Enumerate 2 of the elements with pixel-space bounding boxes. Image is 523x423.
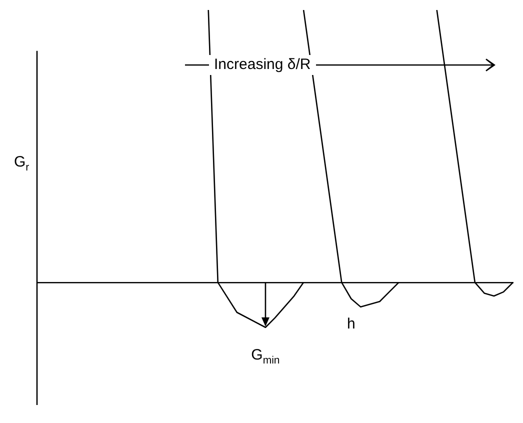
annotation: Increasing δ/R: [209, 55, 316, 75]
x-axis-title: h: [346, 316, 356, 333]
